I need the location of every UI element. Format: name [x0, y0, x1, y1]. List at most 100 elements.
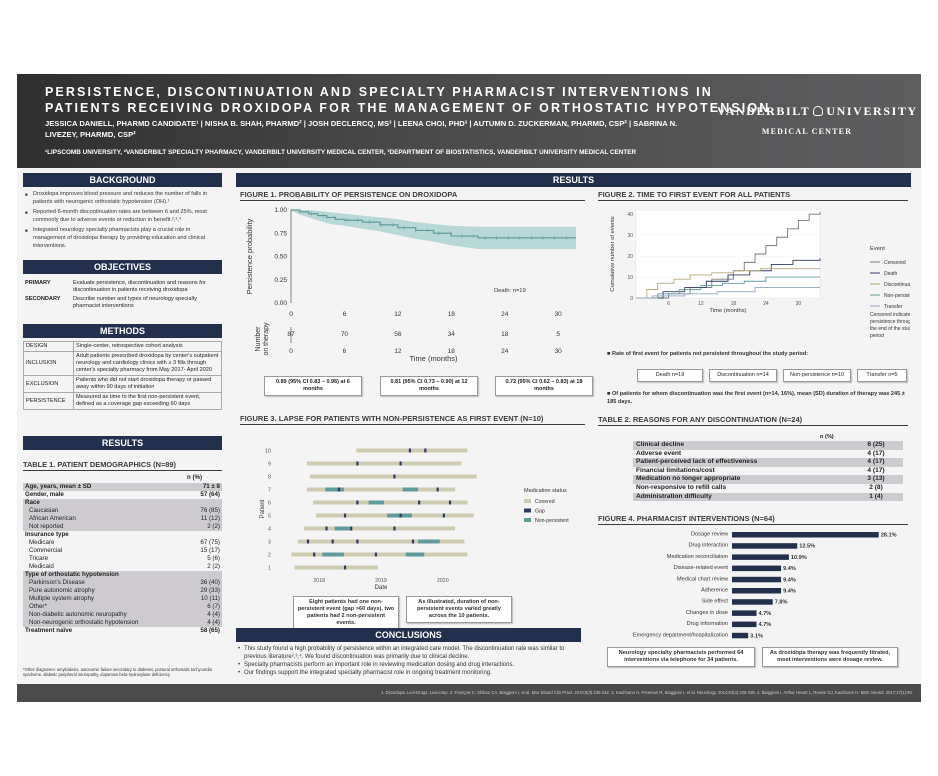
- fig1-risk-x-tick: 30: [555, 348, 563, 355]
- objective-row: PRIMARY Evaluate persistence, discontinua…: [23, 279, 222, 295]
- fig4-bar: [732, 610, 757, 616]
- fig4-category-label: Dosage review: [691, 532, 729, 538]
- fig2-pill-transfer: Transfer n=5: [857, 369, 907, 382]
- fig3-gap-mark: [399, 513, 402, 518]
- fig1-x-tick-label: 6: [343, 311, 347, 318]
- objective-row: SECONDARY Describe number and types of ne…: [23, 295, 222, 311]
- demographics-value: 76 (85): [200, 507, 220, 514]
- fig2-x-tick-label: 18: [731, 301, 737, 307]
- fig4-category-label: Side effect: [702, 599, 729, 605]
- fig4-note-2: As droxidopa therapy was frequently titr…: [762, 647, 898, 667]
- fig3-y-tick-label: 6: [268, 501, 271, 507]
- fig3-gap-mark: [393, 474, 396, 479]
- conclusions-header: CONCLUSIONS: [236, 628, 581, 642]
- table2-count: 1 (4): [869, 492, 883, 500]
- methods-table: DESIGN Single-center, retrospective cohor…: [23, 341, 222, 410]
- conclusion-text: This study found a high probability of p…: [244, 646, 565, 660]
- objectives-table: PRIMARY Evaluate persistence, discontinua…: [23, 279, 222, 311]
- fig2-y-tick-label: 10: [627, 275, 633, 281]
- fig1-risk-count: 5: [556, 331, 560, 338]
- fig1-y-tick-label: 0.00: [274, 300, 287, 307]
- fig4-value-label: 4.7%: [759, 611, 772, 617]
- demographics-value: 29 (33): [200, 587, 220, 594]
- method-row: DESIGN Single-center, retrospective cohor…: [23, 341, 222, 352]
- title-line-2: PATIENTS RECEIVING DROXIDOPA FOR THE MAN…: [45, 101, 771, 115]
- demographics-value: 2 (2): [207, 523, 220, 530]
- fig1-x-tick-label: 18: [448, 311, 456, 318]
- fig4-category-label: Drug interaction: [689, 543, 729, 549]
- fig3-legend-swatch: [524, 508, 531, 513]
- fig3-gap-mark: [350, 526, 353, 531]
- fig1-risk-count: 70: [341, 331, 349, 338]
- table2-row: Patient-perceived lack of effectiveness 4…: [633, 458, 903, 467]
- fig3-gap-mark: [337, 487, 340, 492]
- fig3-covered-bar: [294, 565, 378, 570]
- fig1-x-label: Time (months): [409, 354, 458, 363]
- fig1-y-label: Persistence probability: [245, 219, 254, 295]
- fig2-x-tick-label: 12: [698, 301, 704, 307]
- fig4-category-label: Medical chart review: [677, 576, 729, 582]
- fig4-bar: [732, 576, 782, 583]
- conclusion-item: • Specialty pharmacists perform an import…: [238, 661, 583, 669]
- fig2-x-tick-label: 30: [796, 301, 802, 307]
- fig3-y-tick-label: 8: [268, 475, 271, 481]
- logo-right-word: UNIVERSITY: [826, 104, 918, 118]
- fig2-x-label: Time (months): [709, 308, 746, 314]
- table2-reason: Medication no longer appropriate: [636, 475, 741, 483]
- fig3-gap-mark: [374, 552, 378, 557]
- results-left-header: RESULTS: [23, 436, 222, 450]
- fig1-risk-label-line1: Number: [255, 326, 262, 352]
- fig2-pill-death: Death n=19: [637, 369, 703, 382]
- method-text: Adult patients prescribed droxidopa by c…: [73, 351, 222, 376]
- fig2-legend-label: Censored: [884, 260, 906, 266]
- demographics-label: Insurance type: [25, 531, 69, 538]
- demographics-value: 58 (65): [200, 627, 220, 634]
- fig4-bar: [732, 554, 789, 560]
- table2-reason: Adverse event: [636, 449, 682, 457]
- fig2-pill-nonpersistence: Non-persistence n=10: [783, 369, 851, 382]
- background-bullet: Integrated neurology specialty pharmacis…: [25, 227, 221, 250]
- table1-rule: [23, 470, 222, 471]
- fig2-summary: ■ Of patients for whom discontinuation w…: [607, 391, 907, 406]
- fig3-note-2: As illustrated, duration of non-persiste…: [406, 596, 512, 623]
- fig3-gap-mark: [325, 526, 328, 531]
- table2-count: 6 (25): [867, 441, 885, 448]
- background-bullet: Droxidopa improves blood pressure and re…: [25, 191, 221, 206]
- fig1-x-tick-label: 12: [394, 311, 402, 318]
- fig4-value-label: 10.9%: [791, 555, 807, 561]
- fig1-stat-18mo: 0.72 (95% CI 0.62 – 0.83) at 18 months: [495, 376, 593, 396]
- demographics-label: Multiple system atrophy: [29, 595, 94, 602]
- table2-count: 2 (8): [869, 484, 883, 491]
- fig4-value-label: 3.1%: [750, 633, 763, 639]
- fig1-x-tick-label: 30: [555, 311, 563, 318]
- fig1-ci-band: [291, 210, 576, 250]
- demographics-row: Multiple system atrophy 10 (11): [23, 595, 222, 603]
- demographics-label: Non-neurogenic orthostatic hypotension: [29, 619, 139, 626]
- method-row: INCLUSION Adult patients prescribed droxi…: [23, 351, 222, 376]
- fig3-gap-mark: [313, 552, 316, 557]
- demographics-value: 4 (4): [207, 619, 220, 626]
- demographics-value: 4 (4): [207, 611, 220, 618]
- method-row: PERSISTENCE Measured as time to the first…: [23, 392, 222, 410]
- affiliations: ¹LIPSCOMB UNIVERSITY, ²VANDERBILT SPECIA…: [45, 149, 637, 156]
- fig1-death-annotation: Death: n=19: [494, 288, 526, 294]
- demographics-value: 67 (75): [200, 539, 220, 546]
- demographics-label: Non-diabetic autonomic neuropathy: [29, 611, 127, 618]
- fig1-y-tick-label: 1.00: [274, 207, 287, 214]
- fig2-rate-title: ■ Rate of first event for patients not p…: [607, 351, 907, 359]
- methods-header: METHODS: [23, 324, 222, 338]
- fig1-y-tick-label: 0.75: [274, 230, 287, 237]
- poster-title: PERSISTENCE, DISCONTINUATION AND SPECIAL…: [45, 84, 770, 116]
- fig2-series-discontinuation: [636, 268, 820, 299]
- conclusion-text: Specialty pharmacists perform an importa…: [244, 662, 515, 668]
- demographics-row: Non-neurogenic orthostatic hypotension 4 …: [23, 619, 222, 627]
- fig3-gap-mark: [436, 487, 439, 492]
- table2-reason: Patient-perceived lack of effectiveness: [636, 458, 758, 466]
- title-banner: PERSISTENCE, DISCONTINUATION AND SPECIAL…: [17, 74, 921, 168]
- fig3-gap-mark: [343, 565, 347, 570]
- demographics-row: Not reported 2 (2): [23, 523, 222, 531]
- demographics-label: Caucasian: [29, 507, 59, 514]
- fig2-y-tick-label: 20: [627, 254, 633, 260]
- fig3-nonpersistent-bar: [334, 526, 351, 531]
- fig3-y-tick-label: 3: [268, 540, 271, 546]
